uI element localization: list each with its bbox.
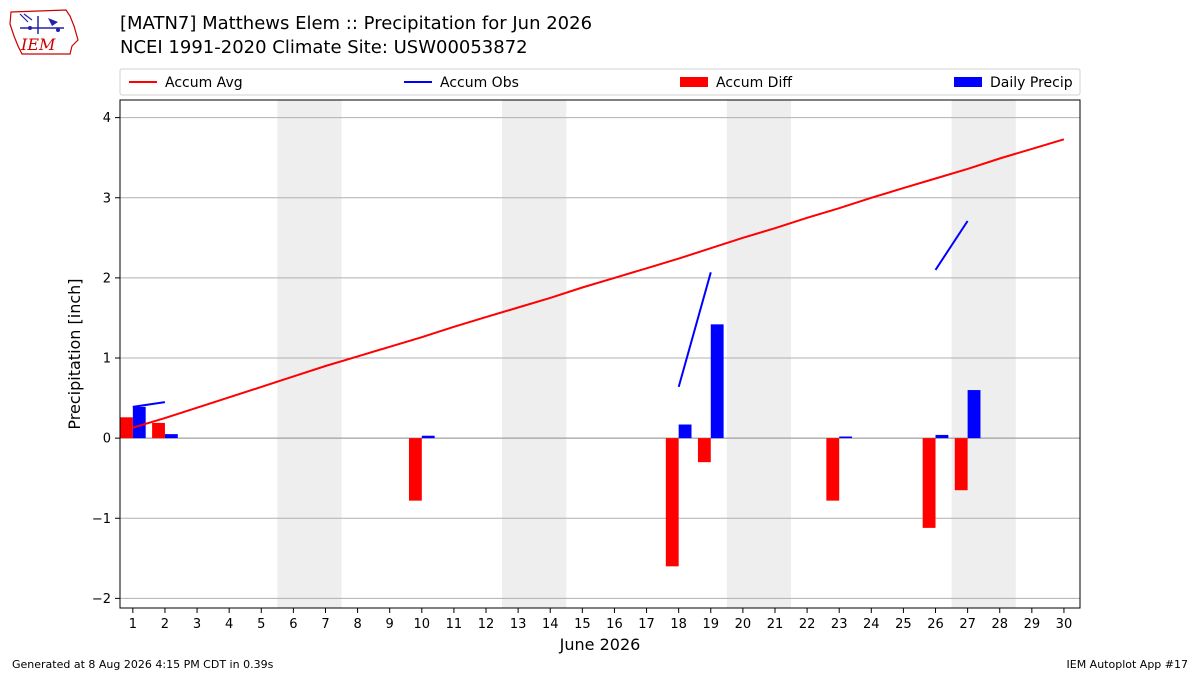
legend-label: Accum Diff <box>716 75 792 91</box>
daily-precip-bar <box>421 435 435 439</box>
logo-text: IEM <box>20 35 56 54</box>
x-tick-label: 30 <box>1056 617 1073 632</box>
app-id: IEM Autoplot App #17 <box>1066 658 1189 671</box>
x-tick-label: 6 <box>289 617 297 632</box>
weekend-band <box>277 100 342 608</box>
x-tick-label: 22 <box>799 617 816 632</box>
accum-diff-bar <box>697 438 711 463</box>
y-tick-label: 1 <box>103 352 111 367</box>
x-tick-label: 26 <box>927 617 944 632</box>
plot-frame <box>119 99 1081 609</box>
daily-precip-bar <box>967 390 981 439</box>
daily-precip-bar <box>935 434 949 439</box>
legend-swatch-bar <box>954 77 982 87</box>
legend-box <box>119 68 1081 96</box>
x-axis-label: June 2026 <box>559 635 641 654</box>
generated-timestamp: Generated at 8 Aug 2026 4:15 PM CDT in 0… <box>12 658 274 671</box>
series-lines <box>132 138 1065 429</box>
daily-precip-bar <box>164 434 178 439</box>
daily-precip-bar <box>132 406 146 439</box>
y-tick-label: 2 <box>103 271 111 286</box>
x-tick-label: 23 <box>831 617 848 632</box>
accum-obs-line <box>934 220 969 271</box>
y-tick-label: −1 <box>92 512 111 527</box>
x-tick-label: 12 <box>478 617 495 632</box>
iem-logo-icon: IEM <box>9 9 79 55</box>
y-tick-label: 0 <box>103 432 111 447</box>
x-axis-ticks: 1 2 3 4 5 6 7 8 9 10 11 12 13 14 15 16 17 18 19 20 21 22 23 24 2… <box>129 608 1073 632</box>
x-tick-label: 25 <box>895 617 912 632</box>
x-tick-label: 3 <box>193 617 201 632</box>
grid-lines <box>120 117 1080 599</box>
x-tick-label: 17 <box>638 617 655 632</box>
daily-precip-bar <box>710 324 724 439</box>
x-tick-label: 20 <box>735 617 752 632</box>
accum-diff-bar <box>408 438 422 501</box>
x-tick-label: 19 <box>702 617 719 632</box>
x-tick-label: 21 <box>767 617 784 632</box>
x-tick-label: 29 <box>1024 617 1041 632</box>
accum-diff-bar <box>922 438 936 528</box>
legend-label: Daily Precip <box>990 75 1073 91</box>
weekend-band <box>502 100 567 608</box>
y-tick-label: 4 <box>103 111 111 126</box>
bars <box>120 324 981 567</box>
y-axis-label: Precipitation [inch] <box>65 278 84 429</box>
chart-title: [MATN7] Matthews Elem :: Precipitation f… <box>120 13 593 34</box>
x-tick-label: 7 <box>321 617 329 632</box>
legend-swatch-bar <box>680 77 708 87</box>
x-tick-label: 27 <box>959 617 976 632</box>
accum-obs-line <box>677 272 712 388</box>
legend: Accum Avg Accum Obs Accum Diff Daily Precip <box>119 68 1081 96</box>
accum-obs-line <box>132 401 166 408</box>
weekend-band <box>951 100 1016 608</box>
x-tick-label: 28 <box>991 617 1008 632</box>
x-tick-label: 9 <box>386 617 394 632</box>
chart-subtitle: NCEI 1991-2020 Climate Site: USW00053872 <box>120 37 528 58</box>
x-tick-label: 8 <box>353 617 361 632</box>
accum-diff-bar <box>120 417 133 439</box>
x-tick-label: 11 <box>446 617 463 632</box>
weekend-band <box>726 100 792 608</box>
y-tick-label: −2 <box>92 592 111 607</box>
accum-avg-line <box>132 138 1065 429</box>
x-tick-label: 14 <box>542 617 559 632</box>
y-axis-ticks: −2 −1 0 1 2 3 4 <box>92 111 120 607</box>
weekend-bands <box>277 100 1016 608</box>
x-tick-label: 10 <box>414 617 431 632</box>
x-tick-label: 16 <box>606 617 623 632</box>
x-tick-label: 4 <box>225 617 233 632</box>
y-tick-label: 3 <box>103 191 111 206</box>
legend-label: Accum Obs <box>440 75 519 91</box>
accum-diff-bar <box>954 438 968 491</box>
daily-precip-bar <box>678 424 692 439</box>
x-tick-label: 1 <box>129 617 137 632</box>
accum-diff-bar <box>665 438 679 567</box>
x-tick-label: 15 <box>574 617 591 632</box>
x-tick-label: 24 <box>863 617 880 632</box>
x-tick-label: 18 <box>670 617 687 632</box>
x-tick-label: 13 <box>510 617 527 632</box>
daily-precip-bar <box>839 436 853 439</box>
accum-diff-bar <box>152 422 165 439</box>
accum-diff-bar <box>826 438 840 501</box>
legend-label: Accum Avg <box>165 75 243 91</box>
x-tick-label: 5 <box>257 617 265 632</box>
x-tick-label: 2 <box>161 617 169 632</box>
